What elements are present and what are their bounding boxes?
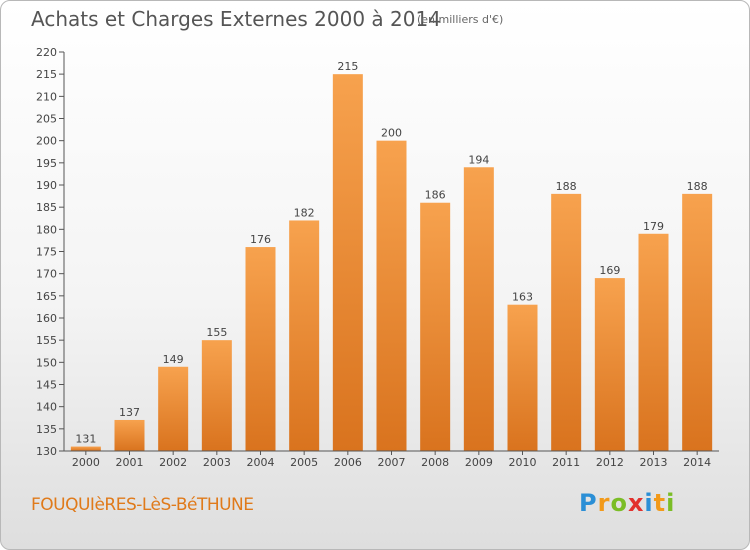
x-tick-label-2009: 2009 [465, 456, 493, 469]
x-tick-label-2002: 2002 [159, 456, 187, 469]
x-tick-label-2004: 2004 [247, 456, 275, 469]
x-tick-label-2007: 2007 [378, 456, 406, 469]
proxiti-logo-letter: i [644, 489, 654, 517]
data-label-2004: 176 [250, 233, 271, 246]
x-tick-label-2001: 2001 [116, 456, 144, 469]
bar-2008 [420, 202, 451, 451]
proxiti-logo-letter: x [627, 489, 645, 517]
y-tick-label: 160 [36, 312, 57, 325]
bar-2010 [507, 304, 538, 451]
data-label-2001: 137 [119, 406, 140, 419]
x-tick-label-2006: 2006 [334, 456, 362, 469]
y-tick-label: 220 [36, 46, 57, 59]
y-tick-label: 145 [36, 379, 57, 392]
x-axis: 2000 2001 2002 2003 2004 2005 2006 2007 2008 2009… [64, 450, 719, 469]
bar-2013 [638, 233, 669, 451]
proxiti-logo-letter: r [597, 489, 611, 517]
y-tick-label: 130 [36, 445, 57, 458]
x-tick-label-2010: 2010 [509, 456, 537, 469]
bars: 131 137 149 155 176 182 215 200 186 194 163 188 169 1… [70, 60, 713, 452]
x-tick-label-2000: 2000 [72, 456, 100, 469]
y-axis: 130 135 140 145 150 155 160 165 170 175 180 185 190 1… [36, 46, 65, 458]
data-label-2014: 188 [687, 180, 708, 193]
data-label-2005: 182 [294, 206, 315, 219]
bar-2004 [245, 247, 276, 451]
x-tick-label-2003: 2003 [203, 456, 231, 469]
x-tick-label-2011: 2011 [552, 456, 580, 469]
data-label-2002: 149 [163, 353, 184, 366]
bar-2000 [70, 446, 101, 451]
bar-2005 [289, 220, 320, 451]
y-tick-label: 140 [36, 401, 57, 414]
y-tick-label: 180 [36, 223, 57, 236]
proxiti-logo-letter: o [610, 489, 628, 517]
proxiti-logo-letter: t [653, 489, 667, 517]
proxiti-logo: Proxiti [579, 489, 675, 517]
data-label-2010: 163 [512, 291, 533, 304]
y-tick-label: 205 [36, 113, 57, 126]
bar-2002 [158, 366, 189, 451]
data-label-2000: 131 [75, 433, 96, 446]
data-label-2013: 179 [643, 220, 664, 233]
y-tick-label: 135 [36, 423, 57, 436]
bar-2014 [682, 193, 713, 451]
data-label-2008: 186 [425, 189, 446, 202]
y-tick-label: 185 [36, 201, 57, 214]
data-label-2003: 155 [206, 326, 227, 339]
x-tick-label-2008: 2008 [421, 456, 449, 469]
y-tick-label: 210 [36, 90, 57, 103]
bar-2003 [201, 340, 232, 451]
y-tick-label: 175 [36, 246, 57, 259]
commune-name: FOUQUIèRES-LèS-BéTHUNE [31, 495, 254, 515]
y-tick-label: 165 [36, 290, 57, 303]
data-label-2007: 200 [381, 127, 402, 140]
y-tick-label: 195 [36, 157, 57, 170]
data-label-2011: 188 [556, 180, 577, 193]
bar-2011 [551, 193, 582, 451]
data-label-2012: 169 [599, 264, 620, 277]
data-label-2006: 215 [337, 60, 358, 73]
data-label-2009: 194 [468, 153, 489, 166]
chart-subtitle: (en milliers d'€) [417, 13, 504, 26]
bar-2001 [114, 419, 145, 451]
chart-title: Achats et Charges Externes 2000 à 2014 [31, 7, 441, 31]
bar-2012 [594, 278, 625, 451]
y-tick-label: 200 [36, 135, 57, 148]
bar-2009 [463, 167, 494, 451]
bar-2006 [332, 74, 363, 452]
x-tick-label-2014: 2014 [683, 456, 711, 469]
proxiti-logo-letter: P [579, 489, 598, 517]
y-tick-label: 155 [36, 334, 57, 347]
proxiti-logo-letter: i [666, 489, 676, 517]
y-tick-label: 170 [36, 268, 57, 281]
y-tick-label: 190 [36, 179, 57, 192]
x-tick-label-2013: 2013 [640, 456, 668, 469]
x-tick-label-2012: 2012 [596, 456, 624, 469]
x-tick-label-2005: 2005 [290, 456, 318, 469]
bar-2007 [376, 140, 407, 451]
y-tick-label: 150 [36, 356, 57, 369]
y-tick-label: 215 [36, 68, 57, 81]
